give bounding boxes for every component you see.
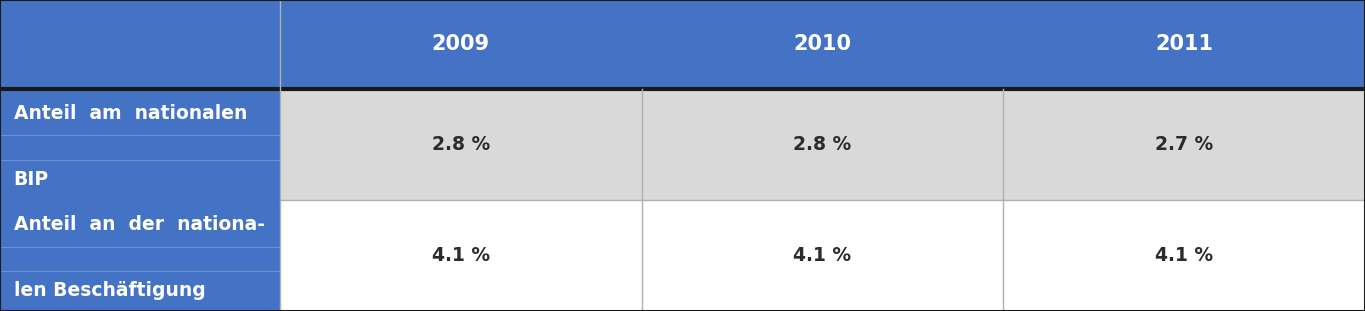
Text: 4.1 %: 4.1 % [793,246,852,265]
Text: 2010: 2010 [793,34,852,54]
Text: 4.1 %: 4.1 % [431,246,490,265]
Bar [280,89,642,200]
Text: Anteil  am  nationalen: Anteil am nationalen [14,104,247,123]
Bar [280,200,642,311]
Bar [1003,89,1365,200]
Bar [0,89,280,200]
Text: Anteil  an  der  nationa-: Anteil an der nationa- [14,215,265,234]
Bar [0,200,280,311]
Bar [642,0,1003,89]
Text: BIP: BIP [14,170,49,189]
Bar [0,0,280,89]
Text: 2.8 %: 2.8 % [431,135,490,154]
Bar [1003,0,1365,89]
Text: 2.8 %: 2.8 % [793,135,852,154]
Text: 2011: 2011 [1155,34,1213,54]
Text: 2.7 %: 2.7 % [1155,135,1213,154]
Text: 2009: 2009 [431,34,490,54]
Text: len Beschäftigung: len Beschäftigung [14,281,205,300]
Bar [642,200,1003,311]
Bar [280,0,642,89]
Bar [1003,200,1365,311]
Text: 4.1 %: 4.1 % [1155,246,1213,265]
Bar [642,89,1003,200]
